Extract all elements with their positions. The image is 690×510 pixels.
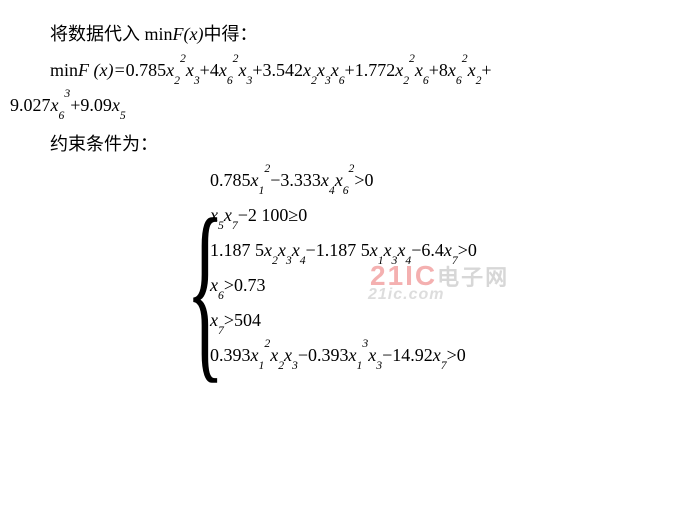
constraint-2: x5x7−2 100≥0 [210,205,680,226]
op: + [345,60,355,80]
coef: 3.333 [280,170,321,190]
x-eq: (x)= [94,60,126,80]
term: x7 [433,345,447,365]
rel: >0 [447,345,466,365]
term: x63 [51,95,71,115]
term: x12 [251,170,271,190]
constraint-6: 0.393x12x2x3−0.393x13x3−14.92x7>0 [210,345,680,366]
coef: 0.393 [308,345,349,365]
coef: 14.92 [392,345,433,365]
coef: 1.187 5 [316,240,370,260]
term: x7 [444,240,458,260]
op: − [411,240,421,260]
rel: > [224,310,234,330]
op: + [429,60,439,80]
val: 0.73 [234,275,266,295]
document-page: 将数据代入 minF(x)中得： minF (x)=0.785x22x3+4x6… [0,0,690,366]
term: x22x3 [166,60,200,80]
term: x2x3x6 [303,60,345,80]
val: 504 [234,310,261,330]
num: 2 100 [248,205,289,225]
coef: 6.4 [421,240,444,260]
rel: ≥0 [288,205,307,225]
op: − [382,345,392,365]
fx-symbol: F(x) [173,24,204,44]
rel: > [224,275,234,295]
objective-line-2: 9.027x63+9.09x5 [10,95,680,116]
objective-line-1: minF (x)=0.785x22x3+4x62x3+3.542x2x3x6+1… [10,60,680,81]
op: + [200,60,210,80]
rel: >0 [458,240,477,260]
term: x13x3 [349,345,383,365]
intro-line: 将数据代入 minF(x)中得： [10,20,680,46]
coef-3: 3.542 [263,60,304,80]
term: x5 [112,95,126,115]
term: x1x3x4 [370,240,412,260]
constraint-4: x6>0.73 [210,275,680,296]
coef-7: 9.09 [80,95,112,115]
coef-2: 4 [210,60,219,80]
coef-5: 8 [439,60,448,80]
term: x2x3x4 [264,240,306,260]
coef-6: 9.027 [10,95,51,115]
term: x62x2 [448,60,482,80]
constraint-label: 约束条件为： [50,134,158,154]
term: x4x62 [321,170,355,190]
op: + [481,60,491,80]
constraint-system: { 0.785x12−3.333x4x62>0 x5x7−2 100≥0 1.1… [200,170,680,366]
term: x12x2x3 [251,345,298,365]
op: − [298,345,308,365]
coef-1: 0.785 [126,60,167,80]
f-symbol: F [78,60,94,80]
constraint-label-line: 约束条件为： [10,130,680,156]
op: − [238,205,248,225]
intro-text: 将数据代入 min [50,24,173,44]
constraint-1: 0.785x12−3.333x4x62>0 [210,170,680,191]
coef-4: 1.772 [355,60,396,80]
op: − [306,240,316,260]
term: x22x6 [395,60,429,80]
rel: >0 [354,170,373,190]
constraint-3: 1.187 5x2x3x4−1.187 5x1x3x4−6.4x7>0 [210,240,680,261]
op: − [270,170,280,190]
min-label: min [50,60,78,80]
intro-tail: 中得： [204,24,258,44]
constraint-5: x7>504 [210,310,680,331]
op: + [252,60,262,80]
op: + [70,95,80,115]
term: x62x3 [219,60,253,80]
